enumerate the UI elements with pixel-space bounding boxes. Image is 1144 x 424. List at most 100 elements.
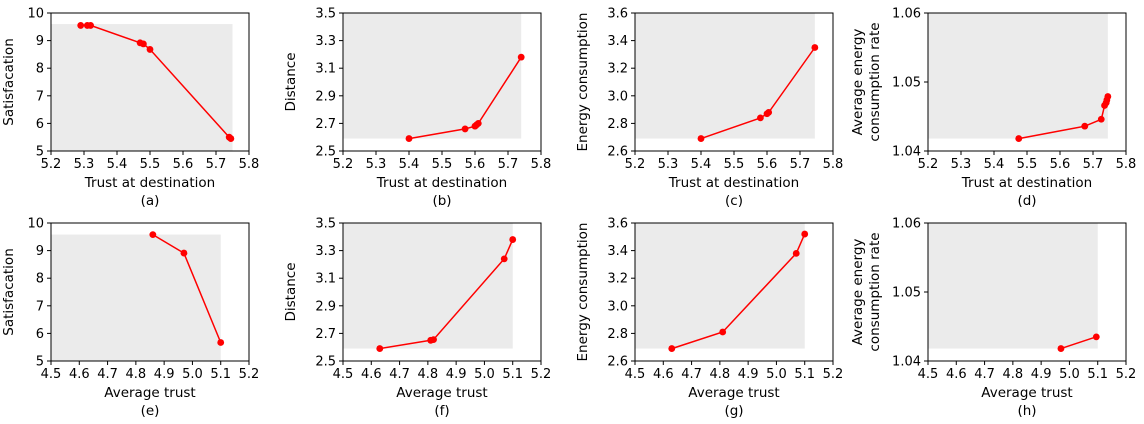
x-tick-label: 5.8	[823, 157, 844, 172]
x-tick-label: 4.9	[446, 367, 467, 382]
y-tick-label: 7	[36, 299, 44, 314]
data-point	[1104, 93, 1112, 100]
x-tick-label: 5.4	[399, 157, 420, 172]
shaded-region	[928, 13, 1108, 139]
x-tick-label: 5.3	[74, 157, 95, 172]
y-tick-label: 3.5	[315, 7, 336, 22]
shaded-region	[635, 223, 805, 349]
x-tick-label: 5.1	[502, 367, 523, 382]
data-point	[697, 135, 705, 142]
x-tick-label: 5.2	[625, 157, 646, 172]
data-point	[87, 22, 94, 29]
panel-c: 5.2 5.3 5.4 5.5 5.6 5.7 5.8 2.6 2.8 3.0 3.2 3.4 3.6 T…	[575, 7, 843, 210]
x-tick-label: 5.4	[107, 157, 128, 172]
y-tick-label: 3.5	[315, 217, 336, 232]
data-point	[668, 345, 676, 352]
data-point	[1081, 122, 1089, 130]
x-axis-label: Trust at destination	[961, 175, 1093, 191]
x-tick-label: 5.5	[724, 157, 745, 172]
x-tick-label: 4.6	[69, 367, 90, 382]
y-tick-label: 3.2	[607, 62, 628, 77]
x-tick-label: 4.6	[653, 367, 674, 382]
data-point	[227, 135, 235, 142]
y-tick-label: 9	[36, 244, 44, 259]
panel-d: 5.2 5.3 5.4 5.5 5.6 5.7 5.8 1.04 1.05 1.06 Trust a…	[850, 7, 1136, 210]
panel-e: 4.5 4.6 4.7 4.8 4.9 5.0 5.1 5.2 5 6 7 8 9 10 Average t…	[1, 217, 259, 420]
data-point	[149, 231, 157, 238]
x-tick-label: 4.7	[974, 367, 995, 382]
y-tick-label: 2.8	[607, 327, 628, 342]
y-tick-label: 1.04	[892, 355, 921, 370]
y-tick-label: 3.2	[607, 272, 628, 287]
x-tick-label: 5.2	[1116, 367, 1137, 382]
data-point	[765, 108, 773, 116]
y-tick-label: 2.6	[607, 355, 628, 370]
x-tick-label: 5.0	[1059, 367, 1080, 382]
data-point	[792, 249, 800, 257]
y-tick-label: 8	[36, 272, 44, 287]
x-tick-label: 5.7	[206, 157, 227, 172]
subplot-caption: (e)	[141, 403, 160, 419]
y-tick-label: 3.0	[607, 89, 628, 104]
data-point	[146, 46, 154, 53]
panel-a: 5.2 5.3 5.4 5.5 5.6 5.7 5.8 5 6 7 8 9 10 Trust at des…	[1, 7, 259, 210]
x-tick-label: 4.8	[1003, 367, 1024, 382]
panel-g: 4.5 4.6 4.7 4.8 4.9 5.0 5.1 5.2 2.6 2.8 3.0 3.2 3.4 3…	[575, 217, 843, 420]
shaded-region	[51, 234, 221, 361]
x-tick-label: 5.5	[432, 157, 453, 172]
x-tick-label: 4.7	[389, 367, 410, 382]
y-tick-label: 6	[36, 117, 44, 132]
x-tick-label: 4.8	[126, 367, 147, 382]
y-tick-label: 3.6	[607, 217, 628, 232]
data-point	[140, 40, 147, 48]
x-tick-label: 5.7	[1083, 157, 1104, 172]
data-point	[217, 339, 225, 346]
x-tick-label: 4.6	[361, 367, 382, 382]
x-tick-label: 5.3	[951, 157, 972, 172]
x-tick-label: 5.1	[210, 367, 231, 382]
shaded-region	[343, 223, 513, 349]
panel-f: 4.5 4.6 4.7 4.8 4.9 5.0 5.1 5.2 2.5 2.7 2.9 3.1 3.3 3…	[283, 217, 551, 420]
y-tick-label: 10	[27, 7, 44, 22]
data-point	[1097, 115, 1105, 123]
x-axis-label: Average trust	[104, 385, 195, 401]
data-point	[405, 135, 413, 142]
data-point	[801, 230, 809, 238]
x-tick-label: 4.5	[918, 367, 939, 382]
x-tick-label: 5.8	[239, 157, 260, 172]
x-axis-label: Average trust	[981, 385, 1072, 401]
subplot-caption: (h)	[1017, 403, 1036, 419]
y-tick-label: 8	[36, 62, 44, 77]
x-tick-label: 5.6	[173, 157, 194, 172]
y-tick-label: 5	[36, 145, 44, 160]
y-tick-label: 2.9	[315, 89, 336, 104]
x-tick-label: 5.7	[498, 157, 519, 172]
data-point	[1057, 345, 1065, 352]
y-tick-label: 3.3	[315, 244, 336, 259]
data-point	[180, 249, 188, 257]
data-point	[1015, 135, 1023, 142]
subplot-caption: (f)	[434, 403, 449, 419]
y-tick-label: 1.05	[892, 286, 921, 301]
x-tick-label: 5.1	[1087, 367, 1108, 382]
x-tick-label: 4.5	[333, 367, 354, 382]
x-tick-label: 5.8	[1116, 157, 1137, 172]
y-tick-label: 2.7	[315, 327, 336, 342]
y-axis-label: Distance	[283, 262, 299, 321]
data-point	[811, 44, 819, 51]
series-line	[1060, 336, 1097, 350]
data-point	[430, 336, 437, 344]
y-axis-label-line1: Average energy	[850, 239, 866, 346]
shaded-region	[928, 223, 1098, 349]
shaded-region	[343, 13, 522, 139]
y-tick-label: 1.06	[892, 217, 921, 232]
x-tick-label: 5.5	[140, 157, 161, 172]
x-tick-label: 5.1	[794, 367, 815, 382]
shaded-region	[635, 13, 815, 139]
y-tick-label: 3.4	[607, 34, 628, 49]
x-tick-label: 4.9	[738, 367, 759, 382]
axes-frame	[342, 222, 542, 362]
x-tick-label: 5.3	[366, 157, 387, 172]
x-tick-label: 5.6	[465, 157, 486, 172]
y-axis-label: Energy consumption	[575, 223, 591, 362]
